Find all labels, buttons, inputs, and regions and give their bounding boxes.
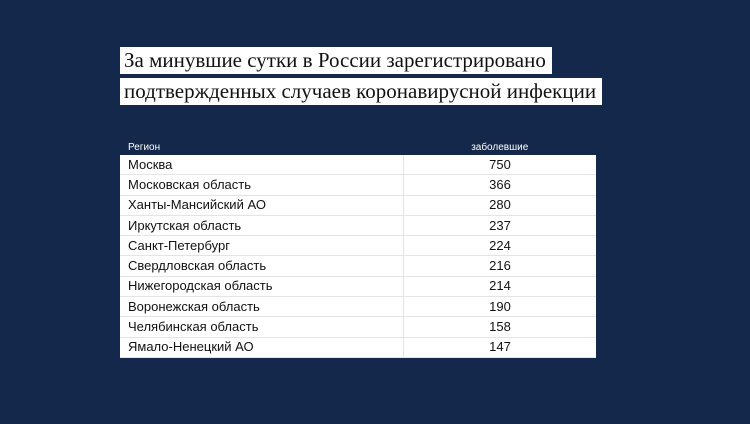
table-row: Челябинская область 158 bbox=[120, 316, 596, 338]
value-cell: 214 bbox=[403, 276, 596, 298]
table-row: Москва 750 bbox=[120, 155, 596, 176]
header-row: Регион заболевшие bbox=[120, 139, 596, 155]
column-header: Регион bbox=[128, 141, 161, 153]
table-row: Московская область 366 bbox=[120, 174, 596, 196]
region-cell: Москва bbox=[120, 155, 404, 176]
value-cell: 147 bbox=[403, 337, 596, 358]
column-header: заболевшие bbox=[471, 141, 529, 153]
value-cell: 237 bbox=[403, 215, 596, 237]
region-cell: Свердловская область bbox=[120, 255, 404, 277]
table-row: Воронежская область 190 bbox=[120, 296, 596, 318]
table-row: Ханты-Мансийский АО 280 bbox=[120, 195, 596, 216]
table-body: Москва 750 Московская область 366 Ханты-Манс… bbox=[120, 155, 596, 358]
value-cell: 190 bbox=[403, 296, 596, 318]
region-cell: Ханты-Мансийский АО bbox=[120, 195, 404, 216]
table-row: Санкт-Петербург 224 bbox=[120, 235, 596, 257]
value-cell: 216 bbox=[403, 255, 596, 277]
table: Регион заболевшие Москва 750 Московская об… bbox=[120, 139, 596, 358]
title: За минувшие сутки в России зарегистриров… bbox=[120, 47, 603, 109]
table-head: Регион заболевшие bbox=[120, 139, 596, 155]
value-cell: 158 bbox=[403, 316, 596, 338]
region-cell: Санкт-Петербург bbox=[120, 235, 404, 257]
region-cell: Воронежская область bbox=[120, 296, 404, 318]
table-row: Свердловская область 216 bbox=[120, 255, 596, 277]
region-cell: Ямало-Ненецкий АО bbox=[120, 337, 404, 358]
title-line: подтвержденных случаев коронавирусной ин… bbox=[120, 78, 603, 105]
table-row: Ямало-Ненецкий АО 147 bbox=[120, 337, 596, 358]
value-cell: 224 bbox=[403, 235, 596, 257]
region-cell: Нижегородская область bbox=[120, 276, 404, 298]
title-line: За минувшие сутки в России зарегистриров… bbox=[120, 47, 552, 74]
region-cell: Челябинская область bbox=[120, 316, 404, 338]
table-row: Иркутская область 237 bbox=[120, 215, 596, 237]
value-cell: 280 bbox=[403, 195, 596, 216]
value-cell: 750 bbox=[403, 155, 596, 176]
table-row: Нижегородская область 214 bbox=[120, 276, 596, 298]
value-cell: 366 bbox=[403, 174, 596, 196]
region-cell: Московская область bbox=[120, 174, 404, 196]
region-cell: Иркутская область bbox=[120, 215, 404, 237]
